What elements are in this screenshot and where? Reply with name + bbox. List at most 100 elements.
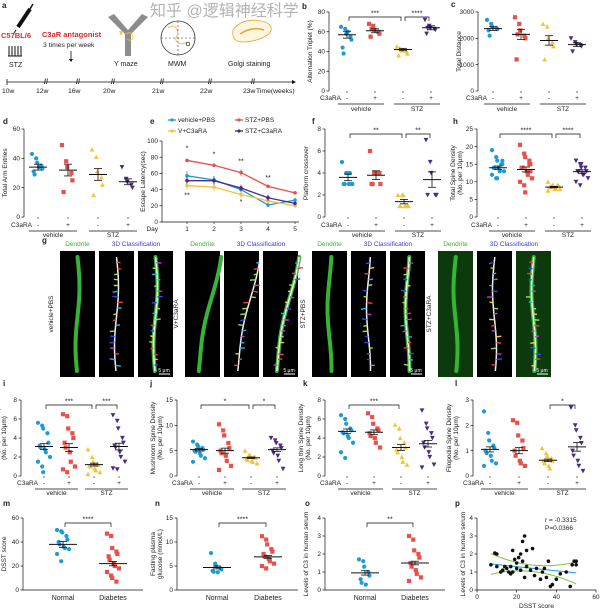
data-point: [272, 438, 278, 443]
panel-l-chart: l 0 1 2 3 Filopodia Spine Density (No. per 10μ…: [446, 379, 586, 497]
data-point: [402, 440, 407, 445]
data-point: [576, 463, 582, 469]
y-tick-label: 4: [13, 435, 17, 442]
significance-bracket: [349, 133, 403, 138]
data-point: [344, 421, 349, 426]
data-point: [358, 577, 363, 582]
y-tick-label: 40: [318, 49, 326, 56]
data-point: [41, 426, 46, 431]
y-tick-label: 0: [470, 88, 474, 95]
data-point: [90, 459, 96, 464]
data-point: [89, 147, 95, 152]
data-point: [185, 178, 189, 183]
group-label: Diabetes: [401, 595, 429, 602]
treatment-sign: +: [430, 222, 434, 229]
data-point: [522, 151, 527, 156]
column-label-dendrite: Dendrite: [443, 241, 468, 248]
spine-marker: [275, 346, 280, 349]
significance-bracket: [404, 16, 430, 21]
data-point: [261, 551, 266, 557]
group-vehicle-c3ara: [510, 418, 528, 468]
x-tick-label: 60: [592, 594, 600, 601]
data-point: [568, 36, 574, 41]
data-point: [211, 569, 216, 574]
data-point: [121, 440, 126, 446]
spine-marker: [280, 312, 286, 315]
data-point: [544, 453, 550, 458]
data-point: [338, 450, 344, 455]
data-point: [266, 203, 270, 207]
data-point: [522, 534, 527, 538]
data-point: [397, 435, 403, 441]
data-point: [222, 433, 227, 438]
treatment-sign: +: [66, 222, 70, 229]
data-point: [341, 51, 346, 56]
data-point: [215, 570, 220, 575]
data-point: [106, 554, 111, 559]
y-axis-label: Levels of C3 in human serum: [303, 512, 310, 597]
group-label: STZ: [258, 490, 270, 497]
y-tick-label: 60: [12, 515, 20, 522]
data-point: [518, 552, 523, 556]
test-label: Y maze: [114, 61, 138, 68]
scale-bar-label: 5 μm: [410, 368, 421, 374]
syringe-icon: [13, 3, 34, 34]
data-point: [370, 415, 375, 420]
data-point: [373, 440, 378, 445]
y-axis-label: Mushroom Spine Density: [150, 401, 157, 474]
y-tick-label: 0: [465, 473, 469, 480]
data-point: [377, 445, 383, 450]
data-point: [85, 447, 91, 452]
data-point: [545, 35, 551, 41]
data-point: [293, 198, 297, 202]
spine-marker: [294, 278, 301, 281]
data-point: [418, 575, 424, 580]
data-point: [545, 188, 551, 193]
data-point: [361, 559, 366, 564]
y-tick-label: 3: [465, 397, 469, 404]
group-vehicle-c3ara: [517, 142, 535, 195]
y-axis-label: Stubby Spine Density: [0, 406, 1, 469]
data-point: [279, 446, 284, 451]
y-tick-label: 20: [466, 144, 474, 151]
data-point: [529, 176, 535, 181]
data-point: [575, 458, 581, 464]
data-point: [373, 170, 378, 176]
group-label: vehicle: [350, 490, 371, 497]
group-stz-pbs: [545, 179, 563, 193]
data-point: [115, 426, 121, 431]
x-tick-label: 20: [513, 594, 521, 601]
data-point: [350, 181, 355, 187]
column-label-dendrite: Dendrite: [190, 241, 215, 248]
axis-break-icon: //: [160, 79, 164, 86]
significance-stars: **: [184, 193, 190, 200]
treatment-sign: -: [402, 95, 404, 102]
y-axis-label: (No. per 10μm): [305, 416, 312, 460]
spine-marker: [405, 318, 412, 321]
treatment-sign: -: [198, 480, 200, 487]
treatment-sign: -: [93, 480, 95, 487]
spine-marker: [113, 313, 117, 316]
data-point: [570, 49, 575, 54]
data-point: [64, 533, 69, 539]
group-label: V+C3aRA: [173, 299, 180, 329]
data-point: [190, 459, 196, 464]
spine-marker: [242, 307, 248, 310]
data-point: [493, 461, 499, 466]
data-point: [89, 454, 95, 460]
x-tick-label: 1: [185, 226, 189, 233]
spine-marker: [289, 296, 295, 299]
data-point: [530, 546, 535, 551]
data-point: [110, 466, 116, 471]
spine-marker: [408, 352, 414, 355]
legend-label: STZ+PBS: [245, 117, 275, 124]
data-point: [433, 27, 438, 33]
scale-bar-label: 5 μm: [158, 368, 169, 374]
data-point: [72, 464, 78, 469]
data-point: [524, 169, 529, 174]
panel-f-chart: f 0 2 4 6 8 Platform crossover - + - + C3aRA vehicle…: [303, 117, 441, 239]
y-tick-label: 3: [469, 533, 473, 540]
group-label: vehicle: [352, 232, 373, 239]
significance-stars: ***: [370, 399, 378, 406]
